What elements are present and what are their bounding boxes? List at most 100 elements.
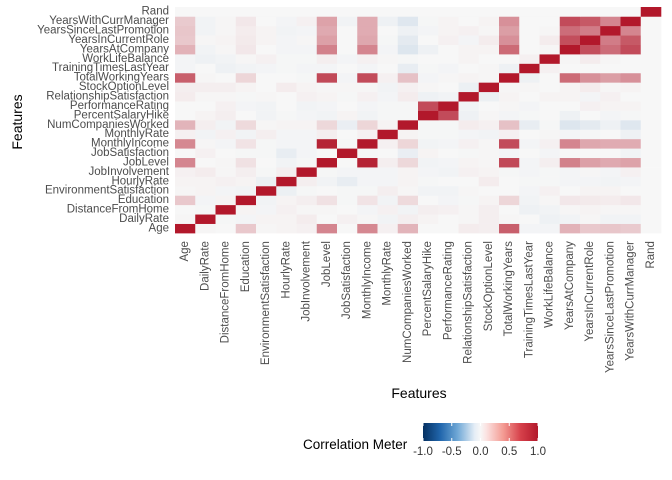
y-tick-label: Education [118, 194, 169, 206]
x-tick-label: DistanceFromHome [220, 241, 232, 343]
x-tick-label: Education [240, 241, 252, 292]
heatmap-cell-DailyRate-MonthlyIncome [357, 214, 378, 224]
heatmap-cell-PercentSalaryHike-JobSatisfaction [337, 110, 358, 121]
heatmap-cell-PerformanceRating-TrainingTimesLastYear [519, 101, 540, 111]
heatmap-cell-TrainingTimesLastYear-NumCompaniesWorked [397, 63, 419, 74]
y-tick-label: PercentSalaryHike [74, 109, 169, 121]
heatmap-cell-Rand-WorkLifeBalance [539, 7, 561, 17]
x-tick-label: Rand [645, 241, 657, 269]
heatmap-cell-YearsWithCurrManager-YearsInCurrentRole [580, 16, 601, 27]
heatmap-cell-NumCompaniesWorked-Rand [640, 120, 662, 130]
x-tick-label: PercentSalaryHike [422, 241, 434, 336]
heatmap-cell-YearsSinceLastPromotion-PercentSalaryHike [418, 25, 439, 36]
heatmap-cell-TrainingTimesLastYear-MonthlyIncome [357, 63, 378, 74]
heatmap-cell-JobLevel-NumCompaniesWorked [397, 157, 419, 168]
heatmap-cell-EnvironmentSatisfaction-YearsWithCurrManager [620, 185, 642, 196]
y-tick-label: YearsAtCompany [80, 43, 169, 55]
heatmap-cell-JobLevel-EnvironmentSatisfaction [256, 157, 277, 168]
heatmap-cell-NumCompaniesWorked-DistanceFromHome [215, 120, 237, 130]
heatmap-cell-DailyRate-DailyRate [195, 214, 216, 224]
y-tick-label: JobInvolvement [88, 166, 169, 178]
heatmap-cell-PercentSalaryHike-NumCompaniesWorked [397, 110, 419, 121]
heatmap-cell-JobSatisfaction-MonthlyRate [377, 148, 399, 159]
heatmap-cell-HourlyRate-WorkLifeBalance [539, 176, 561, 187]
heatmap-cell-Age-DailyRate [195, 223, 216, 234]
heatmap-cell-JobLevel-Education [235, 157, 257, 168]
y-tick-label: JobLevel [123, 156, 169, 168]
heatmap-cell-TrainingTimesLastYear-YearsInCurrentRole [580, 63, 601, 74]
heatmap-cell-JobInvolvement-StockOptionLevel [478, 167, 500, 177]
heatmap-cell-MonthlyRate-YearsWithCurrManager [620, 129, 642, 140]
heatmap-cell-RelationshipSatisfaction-DailyRate [195, 91, 216, 102]
heatmap-cell-MonthlyIncome-Age [175, 138, 196, 149]
heatmap-cell-YearsWithCurrManager-YearsSinceLastPromotion [600, 16, 621, 27]
heatmap-cell-TotalWorkingYears-Education [235, 72, 257, 83]
heatmap-cell-YearsInCurrentRole-Education [235, 35, 257, 45]
heatmap-cell-DistanceFromHome-YearsWithCurrManager [620, 204, 642, 215]
heatmap-cell-MonthlyIncome-HourlyRate [276, 138, 297, 149]
heatmap-cell-PercentSalaryHike-YearsAtCompany [559, 110, 581, 121]
heatmap-cell-WorkLifeBalance-YearsSinceLastPromotion [600, 54, 621, 64]
heatmap-cell-HourlyRate-RelationshipSatisfaction [458, 176, 480, 187]
heatmap-cell-HourlyRate-NumCompaniesWorked [397, 176, 419, 187]
heatmap-cell-Rand-YearsWithCurrManager [620, 7, 642, 17]
x-tick-label: JobLevel [321, 241, 333, 287]
heatmap-cell-Age-PercentSalaryHike [418, 223, 439, 234]
heatmap-cell-Rand-DailyRate [195, 7, 216, 17]
heatmap-cell-DailyRate-YearsAtCompany [559, 214, 581, 224]
heatmap-cell-Age-TrainingTimesLastYear [519, 223, 540, 234]
heatmap-cell-TotalWorkingYears-StockOptionLevel [478, 72, 500, 83]
heatmap-cell-TotalWorkingYears-JobSatisfaction [337, 72, 358, 83]
heatmap-cell-Rand-Age [175, 7, 196, 17]
heatmap-cell-Education-TrainingTimesLastYear [519, 195, 540, 206]
heatmap-cell-YearsInCurrentRole-PercentSalaryHike [418, 35, 439, 45]
heatmap-cell-PerformanceRating-YearsInCurrentRole [580, 101, 601, 111]
heatmap-cell-Rand-YearsInCurrentRole [580, 7, 601, 17]
x-axis-title: Features [391, 385, 446, 401]
heatmap-cell-PerformanceRating-Education [235, 101, 257, 111]
heatmap-cell-YearsSinceLastPromotion-YearsSinceLastPromotion [600, 25, 621, 36]
heatmap-cell-RelationshipSatisfaction-PerformanceRating [438, 91, 459, 102]
heatmap-cell-YearsWithCurrManager-PercentSalaryHike [418, 16, 439, 27]
heatmap-cell-YearsAtCompany-TotalWorkingYears [499, 44, 520, 55]
heatmap-cell-Rand-JobInvolvement [296, 7, 318, 17]
heatmap-cell-TotalWorkingYears-Age [175, 72, 196, 83]
heatmap-cell-DistanceFromHome-WorkLifeBalance [539, 204, 561, 215]
heatmap-cell-HourlyRate-StockOptionLevel [478, 176, 500, 187]
heatmap-cell-EnvironmentSatisfaction-JobSatisfaction [337, 185, 358, 196]
heatmap-cell-PercentSalaryHike-PercentSalaryHike [418, 110, 439, 121]
heatmap-cell-TrainingTimesLastYear-Rand [640, 63, 662, 74]
heatmap-cell-DailyRate-MonthlyRate [377, 214, 399, 224]
heatmap-cell-TrainingTimesLastYear-PercentSalaryHike [418, 63, 439, 74]
heatmap-cell-MonthlyRate-MonthlyIncome [357, 129, 378, 140]
x-tick-label: EnvironmentSatisfaction [260, 241, 272, 365]
heatmap-cell-NumCompaniesWorked-JobInvolvement [296, 120, 318, 130]
heatmap-cell-TotalWorkingYears-NumCompaniesWorked [397, 72, 419, 83]
heatmap-cell-TrainingTimesLastYear-StockOptionLevel [478, 63, 500, 74]
legend-colorbar [423, 423, 538, 441]
heatmap-cell-DistanceFromHome-DailyRate [195, 204, 216, 215]
heatmap-cell-DistanceFromHome-MonthlyIncome [357, 204, 378, 215]
heatmap-cell-DistanceFromHome-TotalWorkingYears [499, 204, 520, 215]
heatmap-cell-YearsInCurrentRole-JobLevel [316, 35, 338, 45]
heatmap-cell-DailyRate-Education [235, 214, 257, 224]
x-tick-label: YearsWithCurrManager [625, 241, 637, 361]
heatmap-cell-JobInvolvement-Rand [640, 167, 662, 177]
heatmap-cell-NumCompaniesWorked-Education [235, 120, 257, 130]
heatmap-cell-EnvironmentSatisfaction-YearsSinceLastPromotion [600, 185, 621, 196]
heatmap-cell-StockOptionLevel-Education [235, 82, 257, 93]
heatmap-cell-DistanceFromHome-Education [235, 204, 257, 215]
heatmap-cell-Age-MonthlyRate [377, 223, 399, 234]
heatmap-cell-RelationshipSatisfaction-TotalWorkingYears [499, 91, 520, 102]
heatmap-cell-YearsSinceLastPromotion-HourlyRate [276, 25, 297, 36]
heatmap-cell-YearsSinceLastPromotion-RelationshipSatisfaction [458, 25, 480, 36]
heatmap-cell-NumCompaniesWorked-MonthlyRate [377, 120, 399, 130]
heatmap-cell-YearsSinceLastPromotion-TotalWorkingYears [499, 25, 520, 36]
heatmap-cell-MonthlyIncome-DailyRate [195, 138, 216, 149]
heatmap-cell-TotalWorkingYears-DailyRate [195, 72, 216, 83]
heatmap-cell-PercentSalaryHike-TotalWorkingYears [499, 110, 520, 121]
heatmap-cell-MonthlyRate-Rand [640, 129, 662, 140]
heatmap-cell-WorkLifeBalance-Education [235, 54, 257, 64]
heatmap-cell-NumCompaniesWorked-JobSatisfaction [337, 120, 358, 130]
legend-title: Correlation Meter [303, 437, 408, 452]
